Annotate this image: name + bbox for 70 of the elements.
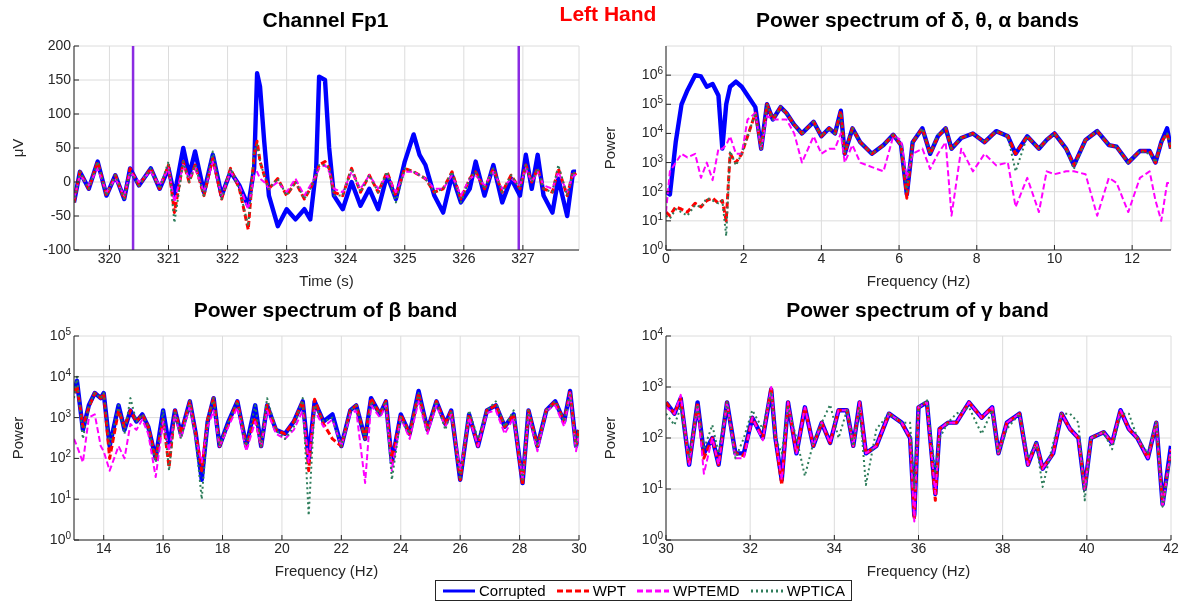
x-tick-label: 16 <box>155 540 172 556</box>
x-tick-label: 32 <box>742 540 759 556</box>
y-tick-label: 10$^{5}$ <box>641 93 664 112</box>
legend-label: Corrupted <box>479 582 546 599</box>
x-tick-label: 24 <box>392 540 409 556</box>
y-axis-title: Power <box>601 126 619 170</box>
y-tick-label: 150 <box>47 71 72 87</box>
y-tick-label: 10$^{3}$ <box>641 376 664 394</box>
x-tick-label: 26 <box>452 540 469 556</box>
x-tick-label: 28 <box>511 540 528 556</box>
y-axis-title: μV <box>9 138 27 158</box>
x-axis-title: Time (s) <box>299 272 354 289</box>
y-tick-label: 10$^{0}$ <box>49 529 72 547</box>
y-tick-label: 50 <box>55 139 72 155</box>
x-axis-title: Frequency (Hz) <box>274 562 379 579</box>
chart-title: Power spectrum of δ, θ, α bands <box>756 8 1079 31</box>
y-tick-label: 10$^{1}$ <box>49 488 72 507</box>
x-tick-label: 327 <box>511 250 535 266</box>
x-tick-label: 30 <box>571 540 587 556</box>
y-tick-label: 100 <box>47 105 72 121</box>
x-tick-label: 14 <box>95 540 112 556</box>
y-tick-label: 10$^{3}$ <box>641 152 664 170</box>
y-tick-label: 10$^{2}$ <box>49 447 72 466</box>
x-tick-label: 6 <box>895 250 904 266</box>
x-axis-title: Frequency (Hz) <box>866 562 971 579</box>
y-tick-label: 10$^{4}$ <box>641 325 664 343</box>
legend-label: WPTEMD <box>673 582 740 599</box>
x-tick-label: 34 <box>826 540 843 556</box>
x-tick-label: 40 <box>1079 540 1095 556</box>
x-tick-label: 324 <box>334 250 358 266</box>
x-tick-label: 325 <box>393 250 417 266</box>
x-tick-label: 2 <box>739 250 748 266</box>
chart-title: Power spectrum of γ band <box>785 298 1050 323</box>
y-axis-title: Power <box>9 416 27 460</box>
legend-label: WPT <box>592 582 627 599</box>
x-tick-label: 321 <box>156 250 181 266</box>
x-tick-label: 10 <box>1046 250 1063 266</box>
x-tick-label: 42 <box>1163 540 1179 556</box>
y-tick-label: 10$^{2}$ <box>641 427 664 445</box>
y-tick-label: 0 <box>63 173 72 189</box>
y-tick-label: 10$^{6}$ <box>641 64 664 83</box>
y-tick-label: 10$^{5}$ <box>49 325 72 343</box>
x-tick-label: 12 <box>1124 250 1141 266</box>
x-tick-label: 322 <box>215 250 240 266</box>
chart-title: Power spectrum of β band <box>192 298 459 323</box>
x-tick-label: 20 <box>274 540 290 556</box>
y-tick-label: 10$^{1}$ <box>641 210 664 228</box>
y-tick-label: -100 <box>42 241 72 257</box>
x-tick-label: 8 <box>972 250 981 266</box>
x-tick-label: 18 <box>214 540 231 556</box>
y-tick-label: 10$^{4}$ <box>49 366 72 384</box>
y-tick-label: -50 <box>50 207 72 223</box>
y-tick-label: 200 <box>47 37 72 53</box>
x-tick-label: 38 <box>994 540 1011 556</box>
x-tick-label: 323 <box>274 250 299 266</box>
legend-label: WPTICA <box>786 582 846 599</box>
x-axis-title: Frequency (Hz) <box>866 272 971 289</box>
x-tick-label: 36 <box>910 540 927 556</box>
x-tick-label: 30 <box>658 540 674 556</box>
x-tick-label: 326 <box>452 250 476 266</box>
text: Left Hand <box>558 2 658 26</box>
y-axis-title: Power <box>601 416 619 460</box>
x-tick-label: 22 <box>333 540 350 556</box>
y-tick-label: 10$^{3}$ <box>49 407 72 425</box>
y-tick-label: 10$^{2}$ <box>641 181 664 199</box>
chart-title: Channel Fp1 <box>262 8 389 31</box>
x-tick-label: 4 <box>817 250 826 266</box>
y-tick-label: 10$^{4}$ <box>641 122 664 141</box>
y-tick-label: 10$^{1}$ <box>641 478 664 496</box>
x-tick-label: 320 <box>97 250 122 266</box>
